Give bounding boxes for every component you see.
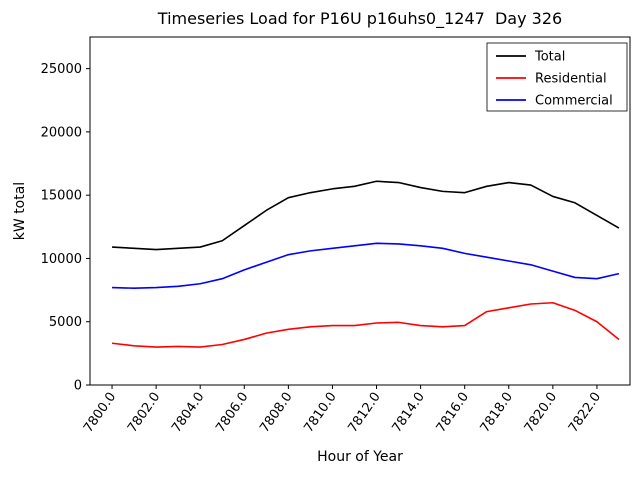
axes-box xyxy=(89,36,631,386)
x-tick-label: 7802.0 xyxy=(125,390,163,436)
x-tick-label: 7816.0 xyxy=(434,390,472,436)
x-tick-label: 7812.0 xyxy=(345,390,383,436)
legend-label-residential: Residential xyxy=(535,72,607,87)
x-tick-label: 7808.0 xyxy=(257,390,295,436)
y-tick-label: 15000 xyxy=(41,189,82,204)
chart-title: Timeseries Load for P16U p16uhs0_1247 Da… xyxy=(157,9,563,28)
x-tick-label: 7820.0 xyxy=(522,390,560,436)
x-tick-label: 7804.0 xyxy=(169,390,207,436)
x-tick-label: 7822.0 xyxy=(566,390,604,436)
y-tick-label: 10000 xyxy=(41,252,82,267)
legend-label-total: Total xyxy=(534,50,565,65)
x-tick-label: 7814.0 xyxy=(390,390,428,436)
x-tick-label: 7806.0 xyxy=(213,390,251,436)
x-axis-label: Hour of Year xyxy=(317,449,403,465)
y-tick-label: 25000 xyxy=(41,62,82,77)
x-tick-label: 7810.0 xyxy=(301,390,339,436)
x-tick-label: 7818.0 xyxy=(478,390,516,436)
x-tick-label: 7800.0 xyxy=(81,390,119,436)
series-line-residential xyxy=(111,301,620,348)
y-tick-label: 20000 xyxy=(41,125,82,140)
legend-label-commercial: Commercial xyxy=(535,94,613,109)
y-tick-label: 0 xyxy=(74,379,82,394)
series-line-commercial xyxy=(112,242,620,289)
series-line-total xyxy=(111,180,620,251)
y-tick-label: 5000 xyxy=(49,315,82,330)
